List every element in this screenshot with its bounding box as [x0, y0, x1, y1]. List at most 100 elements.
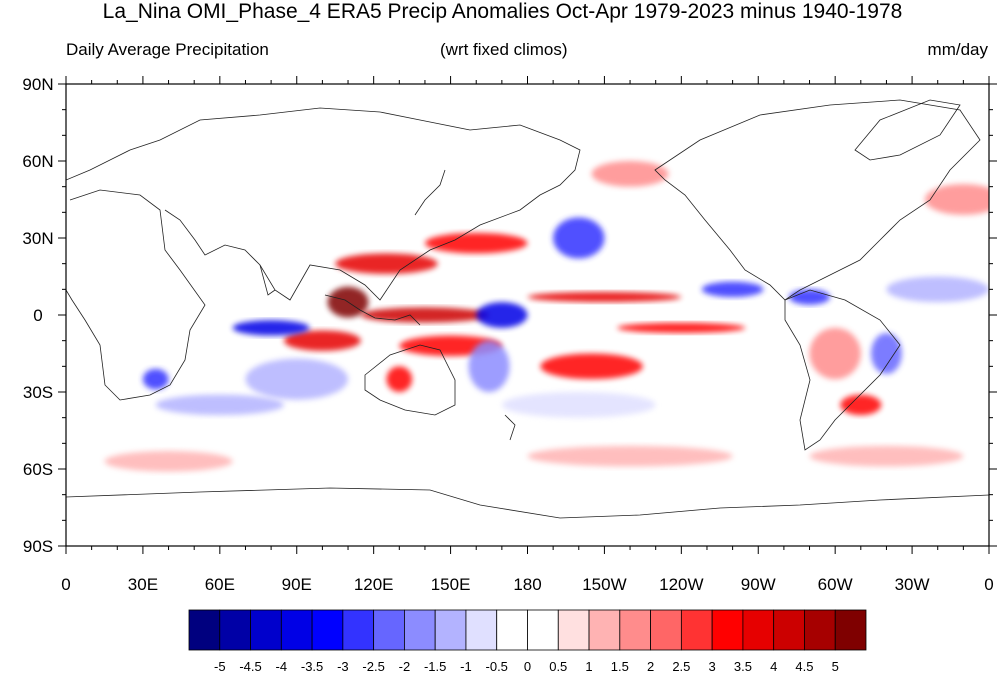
anomaly-blob [142, 368, 169, 390]
anomaly-blob [476, 302, 528, 328]
anomaly-blob [527, 291, 682, 303]
colorbar-swatch [804, 609, 836, 651]
colorbar-swatch [404, 609, 436, 651]
colorbar-swatch [342, 609, 375, 651]
coastline-new-zealand [504, 414, 516, 441]
colorbar-label: 1.5 [611, 659, 629, 674]
coastline-antarctica [66, 487, 989, 519]
colorbar-swatch [496, 609, 528, 651]
anomaly-blob [701, 281, 764, 298]
latitude-labels: 90N 60N 30N 0 30S 60S 90S [22, 75, 53, 556]
anomaly-blob [809, 327, 861, 380]
anomaly-blob [424, 232, 528, 254]
coastline-north-america [654, 99, 981, 301]
colorbar-swatch [773, 609, 805, 651]
lat-label: 30S [23, 383, 53, 402]
coastline-eurasia [66, 107, 581, 301]
colorbar-labels: -5 -4.5 -4 -3.5 -3 -2.5 -2 -1.5 -1 -0.5 0 0.5 1 1.5 2 2… [214, 659, 839, 674]
colorbar-swatch [434, 609, 467, 651]
colorbar-swatch [588, 609, 621, 651]
units-label: mm/day [927, 40, 988, 59]
axis-ticks [58, 76, 997, 554]
coastline-japan [414, 169, 446, 216]
coastline-indonesia [324, 294, 421, 326]
colorbar-label: -3 [337, 659, 349, 674]
colorbar-label: 2.5 [672, 659, 690, 674]
lon-label: 90E [282, 575, 312, 594]
colorbar-swatch [250, 609, 282, 651]
anomaly-blob [386, 366, 413, 392]
left-subtitle: Daily Average Precipitation [66, 40, 269, 59]
coastline-africa [66, 189, 206, 401]
colorbar-label: -1.5 [424, 659, 446, 674]
main-title: La_Nina OMI_Phase_4 ERA5 Precip Anomalie… [102, 0, 903, 23]
colorbar-swatch [619, 609, 651, 651]
lat-label: 0 [33, 306, 42, 325]
anomaly-blob [809, 445, 964, 467]
anomaly-blob [283, 330, 361, 351]
coastline-india [259, 264, 276, 296]
anomaly-blob [360, 307, 490, 323]
colorbar-label: -4 [276, 659, 288, 674]
anomaly-blob [232, 320, 310, 336]
anomaly-blob [468, 340, 510, 393]
coastline-greenland [854, 99, 961, 161]
lon-label: 0 [61, 575, 70, 594]
anomaly-blob [553, 217, 605, 259]
colorbar-swatch [742, 609, 775, 651]
colorbar-label: -3.5 [301, 659, 323, 674]
colorbar-label: 3.5 [734, 659, 752, 674]
colorbar-label: 0.5 [549, 659, 567, 674]
colorbar-swatch [280, 609, 313, 651]
colorbar-label: -0.5 [486, 659, 508, 674]
anomaly-blob [840, 394, 882, 416]
lon-label: 150E [431, 575, 471, 594]
colorbar-swatch [373, 609, 405, 651]
lat-label: 90S [23, 537, 53, 556]
anomaly-blob [527, 445, 733, 467]
coastline-south-america [784, 289, 901, 451]
lon-label: 90W [741, 575, 776, 594]
anomaly-blob [501, 392, 656, 418]
colorbar-swatch [711, 609, 744, 651]
colorbar-swatch [219, 609, 251, 651]
colorbar-label: -5 [214, 659, 226, 674]
lat-label: 60N [22, 152, 53, 171]
colorbar-swatch [834, 609, 867, 651]
lon-label: 30W [895, 575, 930, 594]
colorbar-label: -2.5 [362, 659, 384, 674]
lon-label: 0 [984, 575, 993, 594]
lon-label: 180 [513, 575, 541, 594]
coastline-australia [364, 344, 456, 416]
lat-label: 90N [22, 75, 53, 94]
colorbar-label: 4.5 [795, 659, 813, 674]
anomaly-field [104, 161, 989, 472]
anomaly-blob [871, 332, 902, 375]
lon-label: 60W [818, 575, 853, 594]
colorbar [188, 609, 867, 651]
lat-label: 30N [22, 229, 53, 248]
colorbar-swatch [650, 609, 682, 651]
lat-label: 60S [23, 460, 53, 479]
anomaly-blob [617, 322, 746, 333]
colorbar-label: 1 [585, 659, 592, 674]
colorbar-label: -1 [460, 659, 472, 674]
anomaly-blob [104, 451, 233, 472]
colorbar-label: -2 [399, 659, 411, 674]
anomaly-blob [335, 253, 438, 274]
colorbar-label: 0 [524, 659, 531, 674]
lon-label: 30E [128, 575, 158, 594]
center-subtitle: (wrt fixed climos) [440, 40, 568, 59]
colorbar-swatch [680, 609, 713, 651]
anomaly-blob [886, 276, 989, 303]
lon-label: 60E [205, 575, 235, 594]
anomaly-blob [245, 358, 349, 400]
colorbar-swatch [527, 609, 559, 651]
anomaly-blob [155, 394, 284, 416]
colorbar-label: 3 [709, 659, 716, 674]
colorbar-label: 2 [647, 659, 654, 674]
anomaly-blob [924, 184, 989, 215]
colorbar-label: 4 [770, 659, 777, 674]
colorbar-swatch [557, 609, 590, 651]
anomaly-blob [789, 289, 831, 305]
